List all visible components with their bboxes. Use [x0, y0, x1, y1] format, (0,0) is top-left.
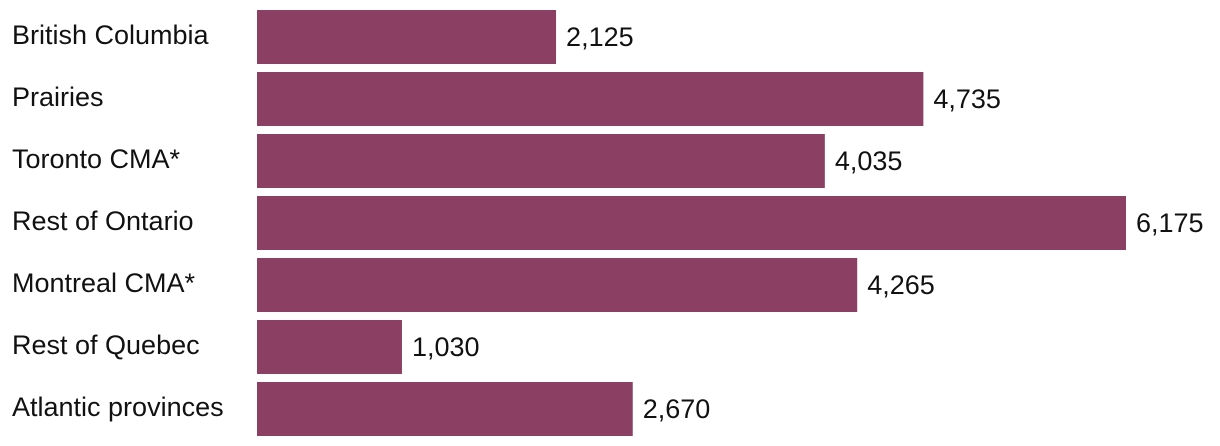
value-label: 4,035: [835, 146, 903, 176]
bar: [257, 196, 1126, 250]
bar: [257, 134, 825, 188]
value-label: 1,030: [412, 332, 480, 362]
value-label: 4,735: [933, 84, 1001, 114]
value-label: 6,175: [1136, 208, 1204, 238]
bar: [257, 72, 924, 126]
value-label: 2,670: [643, 394, 711, 424]
category-label: British Columbia: [12, 20, 210, 50]
bar: [257, 258, 858, 312]
bar: [257, 320, 402, 374]
category-label: Prairies: [12, 82, 104, 112]
value-label: 2,125: [566, 22, 634, 52]
bar: [257, 382, 633, 436]
category-label: Montreal CMA*: [12, 268, 196, 298]
value-label: 4,265: [867, 270, 935, 300]
category-label: Rest of Ontario: [12, 206, 194, 236]
category-label: Rest of Quebec: [12, 330, 200, 360]
category-label: Atlantic provinces: [12, 392, 224, 422]
bar: [257, 10, 557, 64]
category-label: Toronto CMA*: [12, 144, 181, 174]
